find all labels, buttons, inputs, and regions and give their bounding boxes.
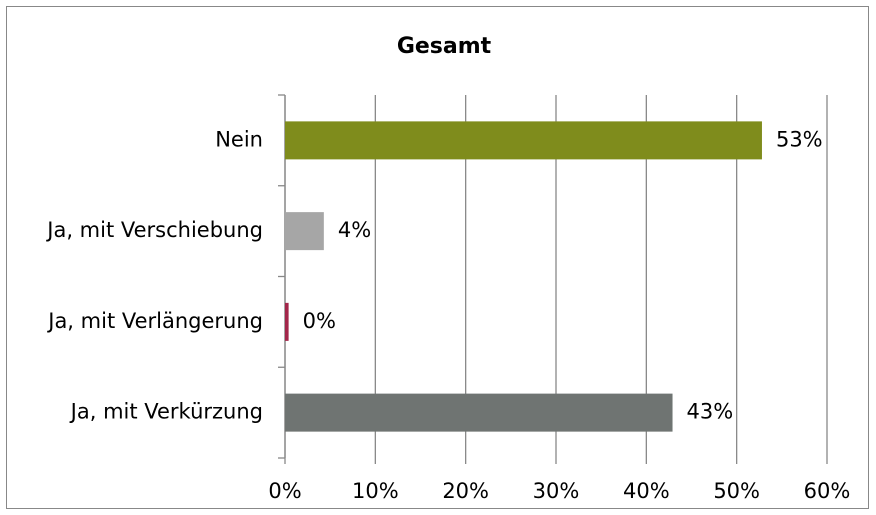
x-tick-label: 60%	[804, 479, 851, 503]
bar	[285, 212, 324, 251]
x-tick-label: 30%	[533, 479, 580, 503]
y-tick-label: Ja, mit Verschiebung	[45, 218, 263, 242]
bar	[285, 121, 762, 160]
bar	[285, 302, 289, 341]
y-tick-label: Nein	[215, 127, 263, 151]
x-tick-label: 40%	[623, 479, 670, 503]
value-label: 53%	[776, 127, 823, 151]
y-tick-label: Ja, mit Verkürzung	[69, 400, 263, 424]
x-tick-label: 50%	[713, 479, 760, 503]
value-label: 4%	[338, 218, 371, 242]
value-label: 43%	[687, 400, 734, 424]
chart-frame	[6, 6, 869, 509]
chart-title: Gesamt	[397, 34, 492, 59]
bar	[285, 393, 673, 432]
x-tick-label: 0%	[268, 479, 301, 503]
value-label: 0%	[303, 309, 336, 333]
x-tick-label: 10%	[352, 479, 399, 503]
x-tick-label: 20%	[442, 479, 489, 503]
y-tick-label: Ja, mit Verlängerung	[46, 309, 263, 333]
